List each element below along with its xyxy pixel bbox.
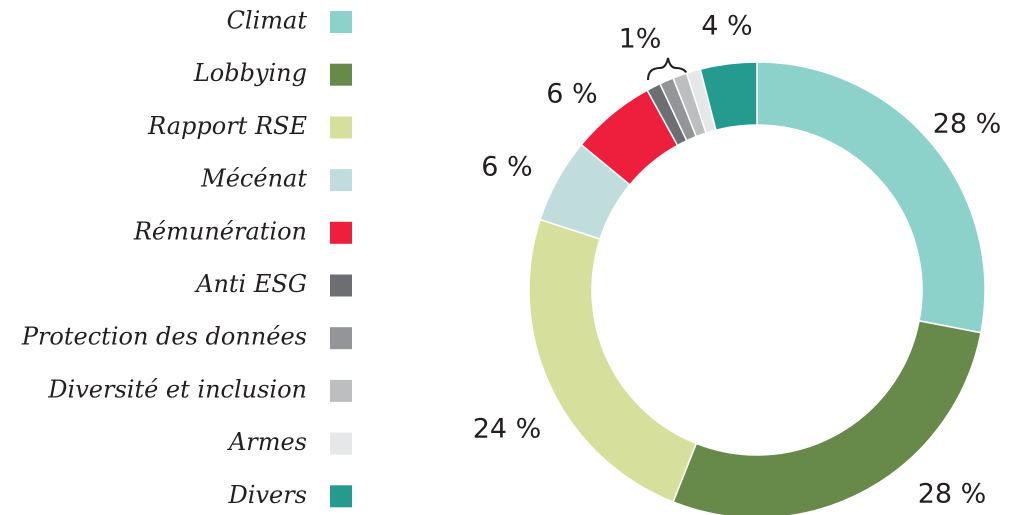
legend-label: Climat — [227, 7, 308, 35]
donut-slice — [528, 218, 698, 503]
donut-slice — [756, 61, 986, 334]
legend-label: Diversité et inclusion — [47, 375, 307, 403]
data-label: 28 % — [933, 109, 1002, 140]
data-label: 28 % — [918, 479, 987, 510]
legend-swatch — [330, 116, 352, 139]
group-brace — [647, 57, 689, 81]
donut-slice — [699, 61, 758, 132]
legend-swatch — [330, 11, 352, 33]
legend-swatch — [330, 327, 352, 350]
data-label: 1% — [619, 24, 662, 55]
legend-label: Protection des données — [21, 323, 307, 351]
legend-swatch — [330, 274, 352, 297]
legend-label: Anti ESG — [194, 270, 307, 298]
data-label: 24 % — [473, 414, 542, 445]
legend-swatch — [330, 485, 352, 508]
data-label: 6 % — [546, 79, 597, 110]
data-label: 6 % — [481, 152, 532, 183]
legend-label: Lobbying — [193, 59, 307, 87]
legend-label: Rapport RSE — [147, 112, 307, 140]
legend-swatch — [330, 379, 352, 402]
legend-swatch — [330, 63, 352, 86]
legend-swatch — [330, 432, 352, 455]
legend-swatch — [330, 169, 352, 192]
legend-label: Armes — [227, 428, 307, 456]
data-label: 4 % — [701, 11, 752, 42]
legend-label: Rémunération — [133, 217, 307, 245]
legend-label: Mécénat — [200, 165, 307, 193]
legend-label: Divers — [228, 481, 307, 509]
legend-swatch — [330, 221, 352, 244]
